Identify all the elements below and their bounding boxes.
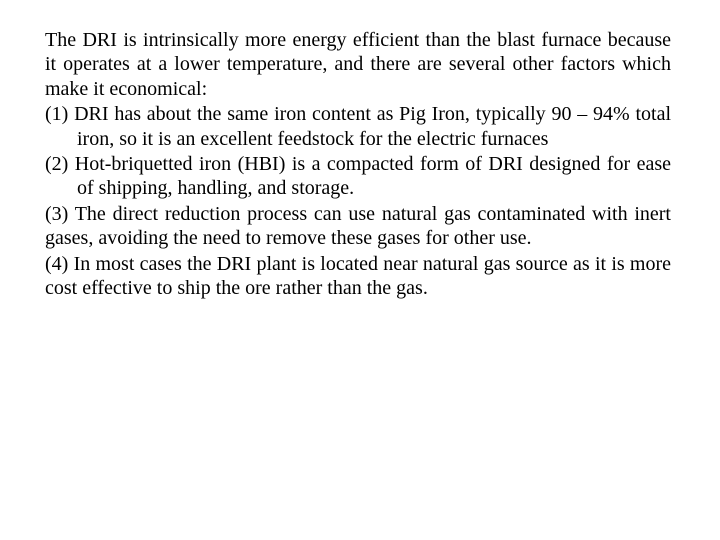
list-item-2: (2) Hot-briquetted iron (HBI) is a compa…: [45, 152, 671, 201]
intro-paragraph: The DRI is intrinsically more energy eff…: [45, 28, 671, 101]
list-body-2: Hot-briquetted iron (HBI) is a compacted…: [75, 153, 671, 199]
list-item-4: (4) In most cases the DRI plant is locat…: [45, 252, 671, 301]
list-marker-2: (2): [45, 153, 75, 175]
list-item-1: (1) DRI has about the same iron content …: [45, 102, 671, 151]
list-body-1: DRI has about the same iron content as P…: [74, 103, 671, 149]
list-item-3: (3) The direct reduction process can use…: [45, 202, 671, 251]
list-marker-1: (1): [45, 103, 74, 125]
